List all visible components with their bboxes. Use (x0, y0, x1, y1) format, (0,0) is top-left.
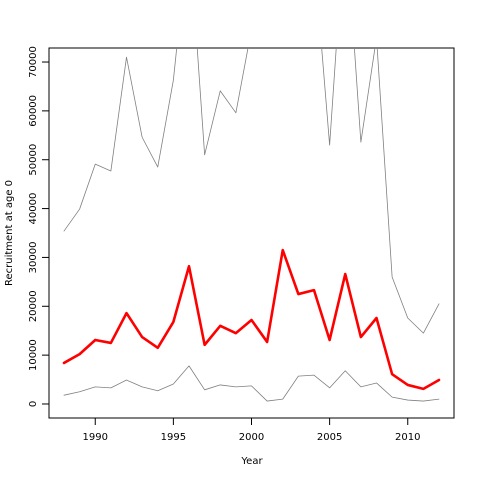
x-tick-label: 1995 (161, 432, 186, 443)
y-tick-label: 30000 (28, 242, 39, 274)
x-tick-label: 2005 (317, 432, 342, 443)
lines (62, 48, 441, 402)
x-axis-title: Year (240, 456, 263, 467)
y-tick-label: 50000 (28, 144, 39, 176)
y-tick-label: 40000 (28, 193, 39, 225)
x-tick-label: 1990 (83, 432, 108, 443)
plot-frame (48, 47, 455, 419)
series-line (62, 248, 441, 391)
series-line (63, 48, 440, 334)
x-tick-label: 2010 (395, 432, 420, 443)
x-tick-label: 2000 (239, 432, 264, 443)
y-tick-label: 20000 (28, 290, 39, 322)
y-axis-title: Recruitment at age 0 (4, 180, 15, 286)
y-tick-label: 10000 (28, 339, 39, 371)
series-line (63, 365, 440, 402)
y-tick-label: 70000 (28, 46, 39, 78)
y-tick-label: 60000 (28, 95, 39, 127)
y-tick-label: 0 (28, 401, 39, 407)
